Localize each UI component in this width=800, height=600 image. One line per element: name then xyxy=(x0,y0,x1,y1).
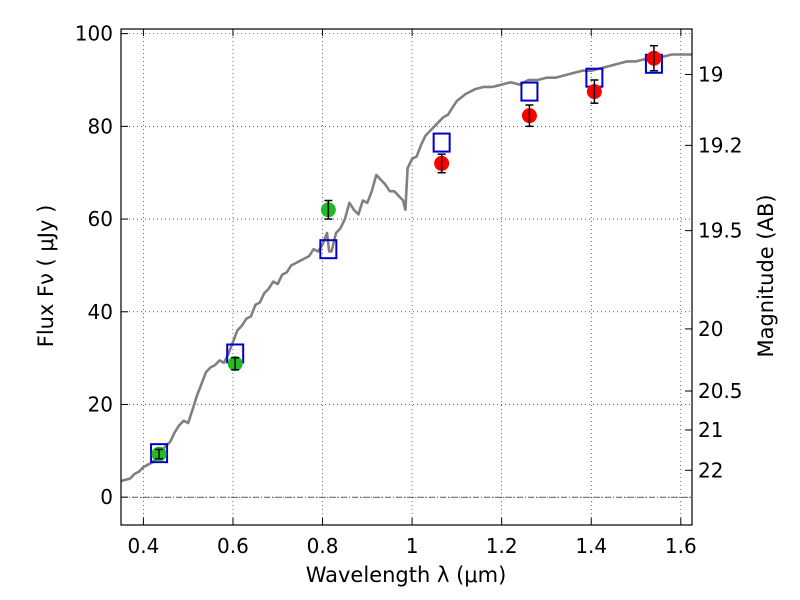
x-tick-label: 1 xyxy=(406,534,419,558)
model-box xyxy=(520,81,539,102)
right-tick-label: 22 xyxy=(698,458,723,482)
spectrum-layer xyxy=(121,53,692,483)
x-axis-label: Wavelength λ (μm) xyxy=(306,563,507,587)
x-tick-labels: 0.4 0.6 0.8 1 1.2 1.4 1.6 xyxy=(127,534,696,558)
right-axis-label: Magnitude (AB) xyxy=(754,194,778,357)
spectrum-line xyxy=(121,53,692,483)
right-tick-label: 20 xyxy=(698,317,723,341)
model-box xyxy=(432,132,451,153)
right-tick-label: 19 xyxy=(698,62,723,86)
model-boxes xyxy=(150,53,663,464)
data-points xyxy=(151,44,662,462)
right-tick-labels: 19 19.2 19.5 20 20.5 21 22 xyxy=(698,62,743,482)
y-axis-label: Flux Fν ( μJy ) xyxy=(34,205,58,348)
x-tick-label: 0.8 xyxy=(307,534,339,558)
right-tick-label: 19.5 xyxy=(698,219,743,243)
y-tick-label: 80 xyxy=(88,114,113,138)
y-tick-label: 60 xyxy=(88,207,113,231)
plot-frame xyxy=(120,28,693,526)
grid-lines xyxy=(121,29,692,525)
x-tick-label: 1.2 xyxy=(486,534,518,558)
model-box xyxy=(319,239,338,260)
right-tick-label: 19.2 xyxy=(698,133,743,157)
y-tick-label: 20 xyxy=(88,392,113,416)
x-tick-label: 1.4 xyxy=(575,534,607,558)
y-tick-label: 40 xyxy=(88,300,113,324)
x-tick-label: 1.6 xyxy=(665,534,697,558)
model-box xyxy=(150,443,169,464)
axis-ticks xyxy=(121,29,692,525)
right-tick-label: 20.5 xyxy=(698,379,743,403)
right-tick-label: 21 xyxy=(698,418,723,442)
y-tick-label: 0 xyxy=(100,485,113,509)
x-tick-label: 0.4 xyxy=(127,534,159,558)
x-tick-label: 0.6 xyxy=(217,534,249,558)
y-tick-label: 100 xyxy=(75,22,113,46)
y-tick-labels: 0 20 40 60 80 100 xyxy=(75,22,113,510)
